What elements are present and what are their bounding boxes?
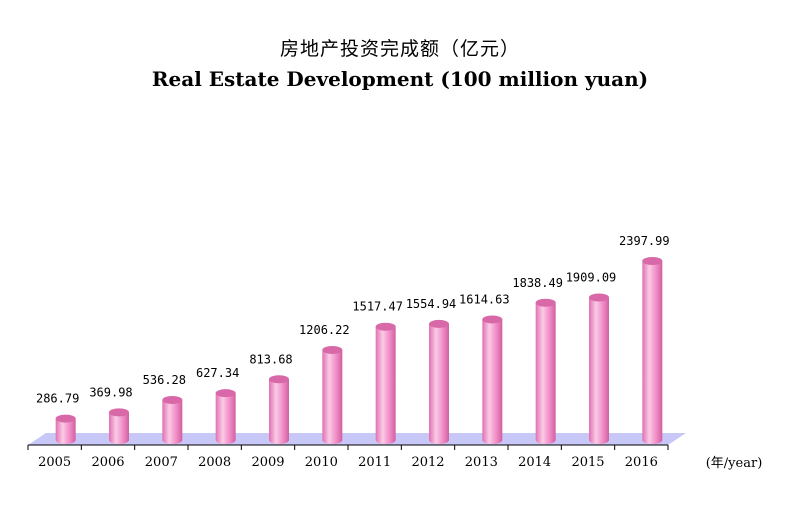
bar-value-label: 2397.99 [619,234,670,248]
bar [535,298,556,444]
chart-title-block: 房地产投资完成额（亿元） Real Estate Development (10… [0,34,800,91]
bar [589,293,609,444]
x-tick-labels: 2005 2006 2007 2008 2009 2010 2011 2012 2013 2014… [27,445,669,470]
bar [215,389,236,444]
x-tick-label: 2010 [305,455,338,470]
bar-top-cap [482,315,503,324]
bar-value-label: 1206.22 [299,323,350,337]
bar-body [535,302,556,444]
bars-group: 286.79 369.98 536.28 627.34 813.68 1206.22151… [36,234,670,444]
x-tick-label: 2016 [625,455,658,470]
x-tick-label: 2011 [358,455,391,470]
chart-subtitle: Real Estate Development (100 million yua… [151,67,649,91]
bar-body [482,319,503,444]
bar [322,345,343,444]
bar-top-cap [162,395,183,404]
bar-value-label: 1909.09 [566,270,617,284]
bar [429,319,449,444]
bar-top-cap [55,414,76,423]
bar [162,395,183,444]
bar-body [269,379,289,444]
x-tick-label: 2006 [91,455,124,470]
bar-body [215,393,236,444]
x-tick-label: 2005 [38,455,71,470]
bar-value-label: 369.98 [89,385,132,399]
bar-value-label: 1614.63 [459,292,510,306]
x-tick-label: 2007 [145,455,178,470]
bar-body [642,261,663,444]
x-axis-label: (年/year) [706,456,763,471]
bar-body [109,412,129,444]
x-tick-label: 2012 [411,455,444,470]
bar-value-label: 1554.94 [406,297,457,311]
bar-body [55,418,76,444]
bar-top-cap [375,322,396,331]
x-tick-label: 2013 [465,455,498,470]
x-tick-label: 2009 [251,455,284,470]
bar-top-cap [429,319,449,328]
bar [109,408,129,444]
bar [375,322,396,444]
bar-top-cap [589,293,609,302]
bar-top-cap [535,298,556,307]
x-tick-label: 2015 [571,455,604,470]
bar [269,375,289,444]
x-tick-label: 2008 [198,455,231,470]
bar-value-label: 1517.47 [352,300,403,314]
bar-top-cap [642,257,663,265]
bar-body [375,326,396,444]
bar-value-label: 627.34 [196,366,239,380]
bar-value-label: 536.28 [143,373,186,387]
bar-value-label: 1838.49 [512,276,563,290]
chart-floor [28,433,686,445]
bar-value-label: 813.68 [249,352,292,366]
bar [642,257,663,444]
bar-body [162,399,183,444]
bar [482,315,503,444]
bar-body [589,297,609,444]
bar-value-label: 286.79 [36,392,79,406]
bar [55,414,76,444]
bar-top-cap [109,408,129,417]
x-tick-label: 2014 [518,455,551,470]
bar-body [322,349,343,444]
bar-body [429,323,449,444]
bar-top-cap [269,375,289,384]
bar-top-cap [215,389,236,398]
bar-top-cap [322,345,343,354]
chart-title: 房地产投资完成额（亿元） [279,38,520,60]
